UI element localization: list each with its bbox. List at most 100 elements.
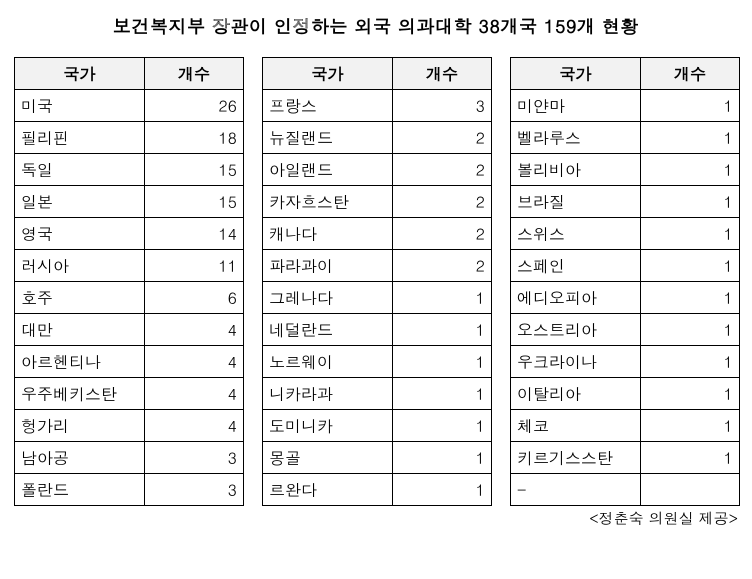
country-cell: 호주 bbox=[15, 282, 145, 314]
table-row: 필리핀18 bbox=[15, 122, 244, 154]
country-cell: 캐나다 bbox=[263, 218, 393, 250]
count-cell: 1 bbox=[641, 410, 740, 442]
table-row: 브라질1 bbox=[511, 186, 740, 218]
country-cell: 오스트리아 bbox=[511, 314, 641, 346]
country-cell: 브라질 bbox=[511, 186, 641, 218]
country-cell: 몽골 bbox=[263, 442, 393, 474]
country-cell: 도미니카 bbox=[263, 410, 393, 442]
table-row: 이탈리아1 bbox=[511, 378, 740, 410]
count-cell: 1 bbox=[641, 90, 740, 122]
count-cell: 2 bbox=[393, 186, 492, 218]
col-header-country: 국가 bbox=[511, 58, 641, 90]
table-row: 스페인1 bbox=[511, 250, 740, 282]
table-row: 아일랜드2 bbox=[263, 154, 492, 186]
country-cell: 그레나다 bbox=[263, 282, 393, 314]
count-cell: 1 bbox=[641, 346, 740, 378]
count-cell: 3 bbox=[145, 442, 244, 474]
count-cell: 15 bbox=[145, 154, 244, 186]
table-row: 도미니카1 bbox=[263, 410, 492, 442]
table-row: 폴란드3 bbox=[15, 474, 244, 506]
count-cell: 2 bbox=[393, 218, 492, 250]
table-row: 에디오피아1 bbox=[511, 282, 740, 314]
country-cell: 일본 bbox=[15, 186, 145, 218]
count-cell: 1 bbox=[641, 186, 740, 218]
table-row: 영국14 bbox=[15, 218, 244, 250]
count-cell: 4 bbox=[145, 378, 244, 410]
tables-container: 국가개수미국26필리핀18독일15일본15영국14러시아11호주6대만4아르헨티… bbox=[14, 57, 738, 506]
table-row: 벨라루스1 bbox=[511, 122, 740, 154]
country-cell: 헝가리 bbox=[15, 410, 145, 442]
country-cell: 벨라루스 bbox=[511, 122, 641, 154]
count-cell: 3 bbox=[393, 90, 492, 122]
count-cell: 4 bbox=[145, 410, 244, 442]
country-cell: 에디오피아 bbox=[511, 282, 641, 314]
country-cell: 뉴질랜드 bbox=[263, 122, 393, 154]
table-row: 오스트리아1 bbox=[511, 314, 740, 346]
col-header-count: 개수 bbox=[393, 58, 492, 90]
country-cell: 영국 bbox=[15, 218, 145, 250]
col-header-country: 국가 bbox=[15, 58, 145, 90]
count-cell bbox=[641, 474, 740, 506]
table-row: 남아공3 bbox=[15, 442, 244, 474]
table-row: 파라과이2 bbox=[263, 250, 492, 282]
table-row: 캐나다2 bbox=[263, 218, 492, 250]
table-row: 프랑스3 bbox=[263, 90, 492, 122]
count-cell: 1 bbox=[641, 442, 740, 474]
country-cell: 파라과이 bbox=[263, 250, 393, 282]
country-cell: 르완다 bbox=[263, 474, 393, 506]
country-cell: 스페인 bbox=[511, 250, 641, 282]
country-cell: 필리핀 bbox=[15, 122, 145, 154]
country-cell: 폴란드 bbox=[15, 474, 145, 506]
count-cell: 18 bbox=[145, 122, 244, 154]
country-cell: 니카라과 bbox=[263, 378, 393, 410]
country-cell: 스위스 bbox=[511, 218, 641, 250]
table-row: 르완다1 bbox=[263, 474, 492, 506]
count-cell: 1 bbox=[393, 378, 492, 410]
count-cell: 1 bbox=[641, 250, 740, 282]
count-cell: 2 bbox=[393, 122, 492, 154]
country-cell: 독일 bbox=[15, 154, 145, 186]
count-cell: 1 bbox=[393, 282, 492, 314]
table-row: 몽골1 bbox=[263, 442, 492, 474]
count-cell: 1 bbox=[393, 410, 492, 442]
count-cell: 1 bbox=[393, 346, 492, 378]
table-row: 볼리비아1 bbox=[511, 154, 740, 186]
country-cell: 러시아 bbox=[15, 250, 145, 282]
country-cell: 체코 bbox=[511, 410, 641, 442]
table-row: 그레나다1 bbox=[263, 282, 492, 314]
count-cell: 3 bbox=[145, 474, 244, 506]
table-row: 미얀마1 bbox=[511, 90, 740, 122]
table-row: 호주6 bbox=[15, 282, 244, 314]
country-cell: - bbox=[511, 474, 641, 506]
table-row: 체코1 bbox=[511, 410, 740, 442]
country-count-table: 국가개수프랑스3뉴질랜드2아일랜드2카자흐스탄2캐나다2파라과이2그레나다1네덜… bbox=[262, 57, 492, 506]
country-count-table: 국가개수미국26필리핀18독일15일본15영국14러시아11호주6대만4아르헨티… bbox=[14, 57, 244, 506]
country-cell: 미국 bbox=[15, 90, 145, 122]
table-row: 아르헨티나4 bbox=[15, 346, 244, 378]
table-row: 키르기스스탄1 bbox=[511, 442, 740, 474]
country-cell: 미얀마 bbox=[511, 90, 641, 122]
country-cell: 노르웨이 bbox=[263, 346, 393, 378]
table-row: 스위스1 bbox=[511, 218, 740, 250]
count-cell: 4 bbox=[145, 314, 244, 346]
country-cell: 키르기스스탄 bbox=[511, 442, 641, 474]
country-cell: 우주베키스탄 bbox=[15, 378, 145, 410]
country-cell: 대만 bbox=[15, 314, 145, 346]
count-cell: 2 bbox=[393, 154, 492, 186]
country-cell: 프랑스 bbox=[263, 90, 393, 122]
count-cell: 1 bbox=[641, 122, 740, 154]
count-cell: 1 bbox=[641, 218, 740, 250]
count-cell: 14 bbox=[145, 218, 244, 250]
count-cell: 2 bbox=[393, 250, 492, 282]
page-title: 보건복지부 장관이 인정하는 외국 의과대학 38개국 159개 현황 bbox=[14, 14, 738, 39]
count-cell: 6 bbox=[145, 282, 244, 314]
count-cell: 1 bbox=[641, 154, 740, 186]
country-cell: 우크라이나 bbox=[511, 346, 641, 378]
credit-line: <정춘숙 의원실 제공> bbox=[14, 508, 738, 529]
table-row: 노르웨이1 bbox=[263, 346, 492, 378]
country-cell: 이탈리아 bbox=[511, 378, 641, 410]
table-row: 우크라이나1 bbox=[511, 346, 740, 378]
country-cell: 네덜란드 bbox=[263, 314, 393, 346]
col-header-count: 개수 bbox=[641, 58, 740, 90]
count-cell: 1 bbox=[641, 378, 740, 410]
